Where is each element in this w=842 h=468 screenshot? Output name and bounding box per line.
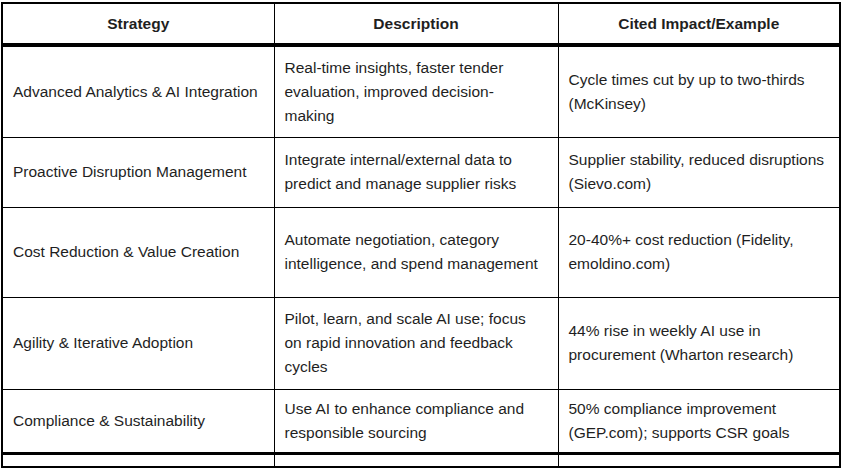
- cell-strategy: Cost Reduction & Value Creation: [2, 207, 274, 297]
- cell-description: Integrate internal/external data to pred…: [274, 137, 558, 207]
- cell-strategy: Proactive Disruption Management: [2, 137, 274, 207]
- cell-description: Pilot, learn, and scale AI use; focus on…: [274, 297, 558, 389]
- table-body: Advanced Analytics & AI Integration Real…: [2, 45, 840, 467]
- cell-impact: Cycle times cut by up to two-thirds (McK…: [558, 45, 840, 137]
- cell-impact: 44% rise in weekly AI use in procurement…: [558, 297, 840, 389]
- table-row: Proactive Disruption Management Integrat…: [2, 137, 840, 207]
- table-row: Compliance & Sustainability Use AI to en…: [2, 389, 840, 453]
- cell-strategy: [2, 453, 274, 467]
- cell-impact: Supplier stability, reduced disruptions …: [558, 137, 840, 207]
- table-header: Strategy Description Cited Impact/Exampl…: [2, 3, 840, 45]
- cell-impact: 20-40%+ cost reduction (Fidelity, emoldi…: [558, 207, 840, 297]
- table-row-cutoff: [2, 453, 840, 467]
- column-header-description: Description: [274, 3, 558, 45]
- cell-description: [274, 453, 558, 467]
- cell-description: Real-time insights, faster tender evalua…: [274, 45, 558, 137]
- table-row: Agility & Iterative Adoption Pilot, lear…: [2, 297, 840, 389]
- strategy-table: Strategy Description Cited Impact/Exampl…: [1, 2, 841, 468]
- column-header-cited-impact: Cited Impact/Example: [558, 3, 840, 45]
- column-header-strategy: Strategy: [2, 3, 274, 45]
- cell-strategy: Compliance & Sustainability: [2, 389, 274, 453]
- table-row: Cost Reduction & Value Creation Automate…: [2, 207, 840, 297]
- document-page: Strategy Description Cited Impact/Exampl…: [0, 0, 842, 468]
- table-row: Advanced Analytics & AI Integration Real…: [2, 45, 840, 137]
- header-row: Strategy Description Cited Impact/Exampl…: [2, 3, 840, 45]
- cell-impact: [558, 453, 840, 467]
- cell-strategy: Advanced Analytics & AI Integration: [2, 45, 274, 137]
- cell-description: Automate negotiation, category intellige…: [274, 207, 558, 297]
- cell-description: Use AI to enhance compliance and respons…: [274, 389, 558, 453]
- cell-strategy: Agility & Iterative Adoption: [2, 297, 274, 389]
- cell-impact: 50% compliance improvement (GEP.com); su…: [558, 389, 840, 453]
